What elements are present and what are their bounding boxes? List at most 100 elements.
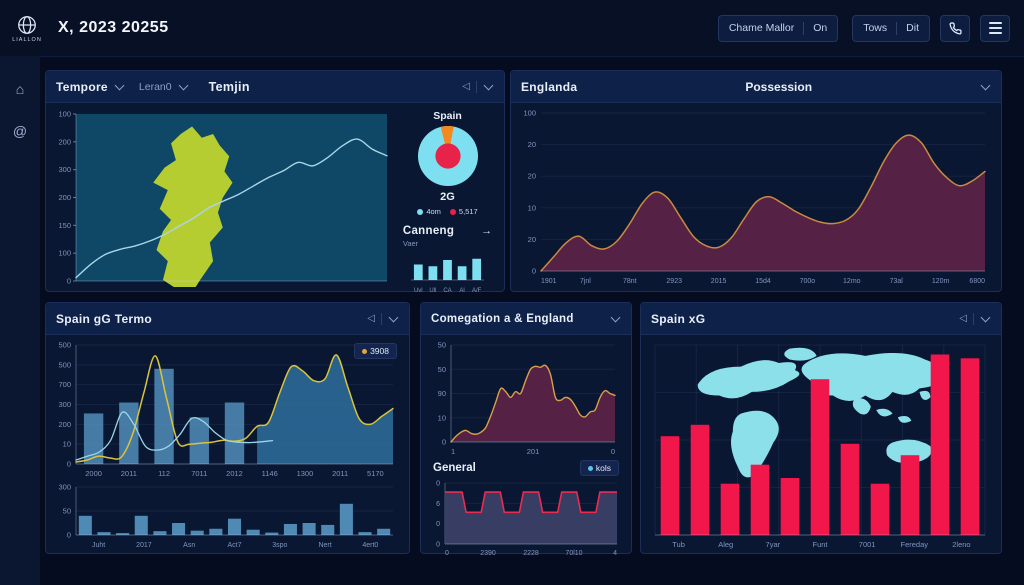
panel-title-comegation: Comegation a & England [431,312,574,325]
svg-text:200: 200 [58,137,71,146]
svg-text:2228: 2228 [523,550,539,557]
nav-chip-chame-mallor[interactable]: Chame Mallor On [717,14,839,42]
legend-value: 3908 [370,346,389,356]
globe-icon [18,15,36,34]
chip-left-label: Tows [863,22,888,34]
svg-text:1901: 1901 [541,278,557,285]
svg-text:20: 20 [528,172,536,181]
tempore-side-stats: Spain 2G 4om 5,517 Canneng → Vaer Uvl Ull… [399,108,496,295]
svg-text:500: 500 [58,341,71,350]
back-icon[interactable]: ◁ [959,312,967,324]
svg-text:0: 0 [436,481,440,488]
menu-button[interactable] [980,14,1010,42]
chevron-down-icon[interactable] [178,80,189,90]
svg-text:2012: 2012 [226,469,243,478]
phone-icon [948,21,962,35]
back-icon[interactable]: ◁ [462,80,470,92]
gg-mini-bar-chart: 300 50 0 Juht 2017 Asn Act7 3spo Nert 4ert0 [50,481,401,550]
svg-text:Asn: Asn [183,542,195,549]
svg-text:Act7: Act7 [227,542,241,549]
svg-text:6: 6 [436,501,440,508]
chip-right-label: On [813,22,828,34]
svg-text:2923: 2923 [666,278,682,285]
svg-text:201: 201 [527,447,540,456]
app-logo[interactable]: LIALLON [10,14,44,43]
chevron-down-icon[interactable] [388,312,399,322]
svg-text:2011: 2011 [121,469,137,478]
donut-caption: 2G [440,191,455,203]
chevron-down-icon[interactable] [610,312,621,322]
svg-text:50: 50 [438,341,446,350]
svg-text:0: 0 [445,550,449,557]
svg-text:20: 20 [528,235,536,244]
general-title: General [433,462,476,474]
dropdown-tempore[interactable]: Tempore [56,79,108,94]
svg-text:300: 300 [58,483,71,492]
comegation-chart: 50 50 90 10 0 1 201 0 [425,339,623,457]
svg-text:5170: 5170 [367,469,384,478]
svg-text:0: 0 [532,267,536,276]
spain-gg-chart: 3908 500 500 700 300 200 10 0 2000 2011 112 7011 20… [50,339,401,479]
donut-title: Spain [433,110,462,122]
svg-text:700: 700 [58,380,71,389]
svg-text:100: 100 [58,249,71,258]
panel-comegation: Comegation a & England 50 50 90 10 0 1 201 0 Ge… [420,302,632,557]
arrow-right-icon[interactable]: → [481,225,493,237]
svg-text:10: 10 [528,203,536,212]
chevron-down-icon[interactable] [114,80,125,90]
possession-left-label: Englanda [521,79,578,94]
dropdown-leran0[interactable]: Leran0 [138,80,172,93]
panel-tempore-header: Tempore Leran0 Temjin ◁ [46,71,504,103]
chevron-down-icon[interactable] [483,80,494,90]
canneng-title: Canneng [402,225,455,237]
sidebar-item-home[interactable]: ⌂ [9,78,31,100]
panel-possession: Englanda Possession 100 20 20 10 20 0 1901 7jnl… [510,70,1002,292]
panel-title-spain-gg: Spain gG Termo [56,311,152,326]
chevron-down-icon[interactable] [980,312,991,322]
svg-text:6800: 6800 [969,278,985,285]
svg-text:0: 0 [611,447,615,456]
svg-text:0: 0 [67,531,71,540]
svg-text:0: 0 [67,277,71,286]
svg-text:Funt: Funt [812,540,828,549]
svg-text:7yar: 7yar [766,540,781,549]
canneng-bar-chart: Uvl Ull CA Al A/F [403,249,492,295]
svg-text:300: 300 [58,165,71,174]
sidebar: ⌂ @ [0,56,40,585]
chip-left-label: Chame Mallor [728,22,795,34]
panel-title-spain-xg: Spain xG [651,311,706,326]
svg-text:A/F: A/F [472,288,482,294]
svg-text:7001: 7001 [859,540,876,549]
panel-spain-gg: Spain gG Termo ◁ 3908 500 500 700 300 200 10 0… [45,302,410,554]
back-icon[interactable]: ◁ [367,312,375,324]
topbar: LIALLON X, 2023 20255 Chame Mallor On To… [0,0,1024,57]
chip-divider [803,21,805,35]
svg-text:Fereday: Fereday [901,540,929,549]
svg-text:Ull: Ull [429,288,436,294]
svg-text:500: 500 [58,360,71,369]
svg-text:200: 200 [58,193,71,202]
svg-text:0: 0 [436,521,440,528]
svg-text:120m: 120m [932,278,950,285]
legend-dot-red [449,209,456,216]
panel-tempore: Tempore Leran0 Temjin ◁ 100 200 300 200 150 1… [45,70,505,301]
chevron-down-icon[interactable] [980,80,991,90]
panel-possession-header: Englanda Possession [511,71,1001,103]
nav-chip-tows[interactable]: Tows Dit [852,14,930,42]
svg-text:78nt: 78nt [623,278,637,285]
sidebar-item-activity[interactable]: @ [9,120,31,142]
general-row: General kols [425,457,623,478]
svg-text:200: 200 [58,420,71,429]
phone-button[interactable] [940,14,970,42]
svg-text:10: 10 [438,413,446,422]
spain-xg-chart: Tub Aleg 7yar Funt 7001 Fereday 2leno [647,339,993,550]
svg-text:2leno: 2leno [952,540,970,549]
svg-text:70l10: 70l10 [565,550,582,557]
svg-text:Juht: Juht [92,542,105,549]
svg-text:3spo: 3spo [272,542,287,549]
activity-icon: @ [12,123,28,139]
home-icon: ⌂ [15,81,25,97]
panel-comegation-header: Comegation a & England [421,303,631,335]
svg-text:100: 100 [58,110,71,119]
panel-title-temjin: Temjin [208,79,250,94]
